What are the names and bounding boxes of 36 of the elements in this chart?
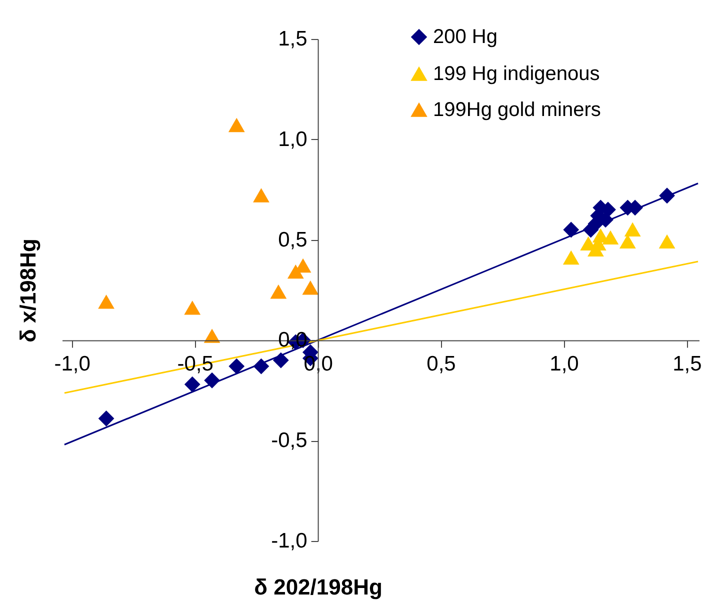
x-tick-label: -1,0 [54,352,90,376]
point [204,329,220,343]
point [620,235,636,249]
point [228,358,244,374]
y-tick-label: 1,5 [278,28,308,50]
point [592,229,608,243]
x-tick-label: 1,0 [550,352,579,376]
point [624,223,640,236]
y-tick-label: 0,5 [278,228,308,252]
point [273,352,289,368]
point [563,251,579,265]
point [563,222,579,238]
point [254,188,269,202]
point [228,118,244,132]
point [602,231,618,245]
point [98,295,114,309]
y-tick-label: -0,5 [271,429,308,452]
point [270,285,286,299]
legend-label: 200 Hg [433,26,498,48]
point [254,358,269,374]
point [302,281,318,295]
y-tick-label: -1,0 [271,530,308,552]
point [659,235,675,249]
x-tick-label: 1,5 [672,352,702,376]
point [288,265,304,279]
x-axis-title: δ 202/198Hg [254,574,382,600]
point [659,188,675,204]
x-tick-label: 0,5 [426,352,456,376]
y-tick-label: 1,0 [278,128,308,151]
point [184,376,200,392]
y-axis-title: δ x/198Hg [16,238,40,342]
legend-label: 199 Hg indigenous [433,63,600,85]
legend-label: 199Hg gold miners [433,99,601,121]
point [204,372,220,388]
point [184,301,200,315]
point [98,410,114,426]
